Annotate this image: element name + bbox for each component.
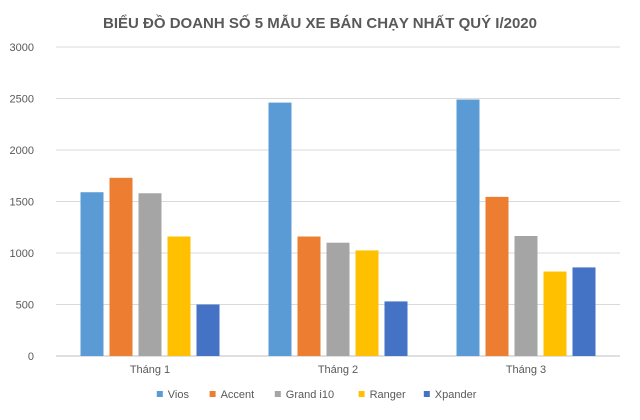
bar-grand-i10-1 — [138, 193, 162, 356]
y-tick-label: 1500 — [10, 197, 34, 209]
y-tick-label: 2500 — [10, 94, 34, 106]
bar-grand-i10-3 — [514, 236, 538, 356]
bar-ranger-1 — [167, 236, 191, 356]
bar-xpander-2 — [384, 301, 408, 356]
y-axis-ticks: 0 500 1000 1500 2000 2500 3000 — [10, 42, 34, 363]
bar-vios-2 — [268, 102, 292, 357]
y-tick-label: 1000 — [10, 248, 34, 260]
legend: Vios Accent Grand i10 Ranger Xpander — [156, 389, 477, 401]
bar-ranger-2 — [355, 250, 379, 356]
legend-swatch — [274, 391, 281, 397]
bar-accent-2 — [297, 236, 321, 356]
x-tick-label: Tháng 3 — [506, 364, 546, 376]
legend-label: Xpander — [435, 389, 477, 401]
bar-vios-1 — [80, 192, 104, 356]
legend-swatch — [358, 391, 365, 397]
legend-label: Ranger — [370, 389, 406, 401]
y-tick-label: 0 — [28, 351, 34, 363]
legend-label: Vios — [168, 389, 190, 401]
x-axis-ticks: Tháng 1 Tháng 2 Tháng 3 — [130, 364, 546, 376]
x-tick-label: Tháng 2 — [318, 364, 358, 376]
legend-swatch — [156, 391, 163, 397]
y-tick-label: 2000 — [10, 145, 34, 157]
y-tick-label: 500 — [16, 300, 34, 312]
legend-swatch — [423, 391, 430, 397]
legend-label: Accent — [221, 389, 255, 401]
legend-label: Grand i10 — [286, 389, 334, 401]
bar-vios-3 — [456, 99, 480, 356]
bar-accent-1 — [109, 177, 133, 356]
y-tick-label: 3000 — [10, 42, 34, 54]
bar-ranger-3 — [543, 271, 567, 356]
bars — [80, 99, 596, 357]
chart-title: BIỂU ĐỒ DOANH SỐ 5 MẪU XE BÁN CHẠY NHẤT … — [103, 14, 537, 32]
x-tick-label: Tháng 1 — [130, 364, 170, 376]
legend-swatch — [209, 391, 216, 397]
bar-grand-i10-2 — [326, 242, 350, 356]
bar-accent-3 — [485, 196, 509, 356]
bar-xpander-3 — [572, 267, 596, 356]
bar-xpander-1 — [196, 304, 220, 356]
